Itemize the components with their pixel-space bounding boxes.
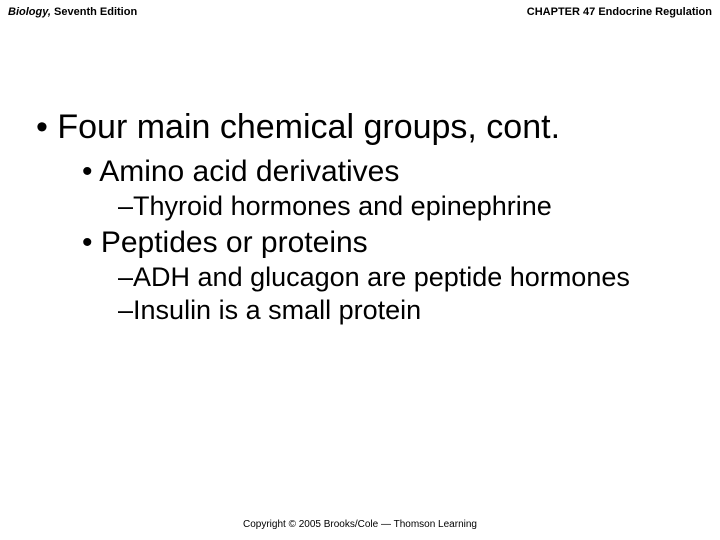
main-title: Four main chemical groups, cont.	[30, 108, 690, 147]
group-peptide-sub2: Insulin is a small protein	[30, 295, 690, 326]
group-amino-label: Amino acid derivatives	[30, 155, 690, 189]
group-amino-sub1: Thyroid hormones and epinephrine	[30, 191, 690, 222]
chapter-label: CHAPTER 47 Endocrine Regulation	[527, 6, 712, 18]
book-title-italic: Biology,	[8, 6, 51, 18]
slide-header: Biology, Seventh Edition CHAPTER 47 Endo…	[0, 0, 720, 18]
group-peptide-label: Peptides or proteins	[30, 226, 690, 260]
copyright-footer: Copyright © 2005 Brooks/Cole — Thomson L…	[0, 519, 720, 530]
group-peptide-sub1: ADH and glucagon are peptide hormones	[30, 262, 690, 293]
book-title-rest: Seventh Edition	[51, 6, 137, 18]
book-title: Biology, Seventh Edition	[8, 6, 137, 18]
slide-content: Four main chemical groups, cont. Amino a…	[0, 18, 720, 326]
